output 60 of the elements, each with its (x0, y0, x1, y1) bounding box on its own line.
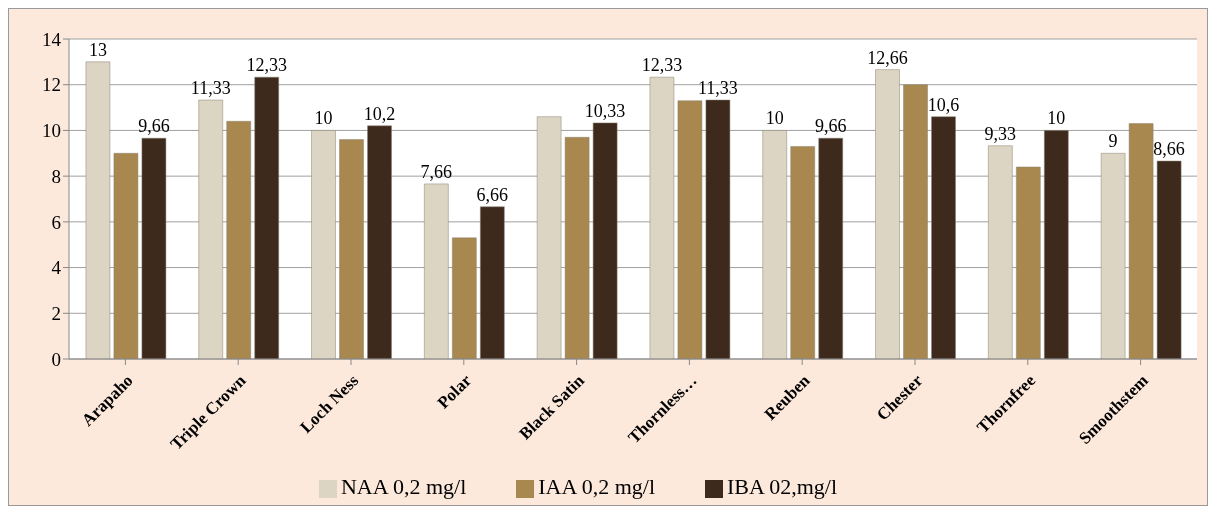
y-tick-label: 2 (51, 303, 61, 325)
bar (988, 145, 1013, 359)
bar (649, 76, 675, 359)
data-label: 6,66 (476, 184, 509, 205)
y-tick-label: 8 (51, 165, 61, 187)
bar (762, 130, 787, 359)
bar (903, 84, 928, 359)
data-label: 10,6 (927, 94, 960, 115)
bar (424, 183, 449, 359)
bar (226, 121, 251, 359)
bar (339, 139, 364, 359)
data-label: 12,33 (246, 55, 287, 76)
data-label: 10,33 (584, 100, 626, 121)
bar (198, 99, 223, 359)
bar (311, 130, 336, 359)
bar (677, 100, 703, 359)
bar (1016, 166, 1041, 359)
y-tick-label: 10 (42, 120, 61, 142)
data-label: 10 (765, 108, 784, 129)
bar (592, 122, 618, 359)
bar (85, 61, 111, 359)
legend-label: IAA 0,2 mg/l (538, 474, 655, 499)
bar (875, 69, 900, 359)
data-label: 7,66 (420, 161, 453, 182)
bar (254, 76, 279, 359)
bar (564, 137, 590, 359)
data-label: 12,66 (867, 47, 908, 68)
y-tick-label: 0 (51, 348, 61, 370)
bar (1100, 153, 1126, 359)
bar (480, 206, 505, 359)
bar (1044, 130, 1069, 359)
bar (141, 137, 167, 359)
data-label: 10 (1047, 108, 1066, 129)
bar (705, 99, 731, 359)
bar (790, 146, 815, 359)
data-label: 9,66 (814, 116, 847, 137)
data-label: 11,33 (698, 78, 738, 99)
legend-label: IBA 02,mg/l (727, 474, 838, 499)
legend-label: NAA 0,2 mg/l (340, 474, 467, 499)
data-label: 10,2 (363, 103, 396, 124)
bar (818, 137, 843, 359)
data-label: 13 (88, 39, 107, 60)
bar (536, 116, 562, 359)
data-label: 12,33 (641, 55, 683, 76)
bar (1128, 123, 1154, 359)
bar (367, 125, 392, 359)
y-tick-label: 6 (51, 211, 61, 233)
bar (452, 237, 477, 359)
y-tick-label: 12 (42, 74, 61, 96)
bar (113, 153, 139, 359)
data-label: 8,66 (1153, 139, 1185, 160)
bar (1156, 160, 1182, 359)
bar (931, 116, 956, 359)
data-label: 9,66 (138, 116, 170, 137)
y-tick-label: 4 (51, 257, 62, 279)
data-label: 11,33 (190, 78, 231, 99)
data-label: 9 (1108, 131, 1118, 152)
y-tick-label: 14 (42, 28, 62, 50)
data-label: 10 (314, 108, 333, 129)
data-label: 9,33 (984, 123, 1017, 144)
